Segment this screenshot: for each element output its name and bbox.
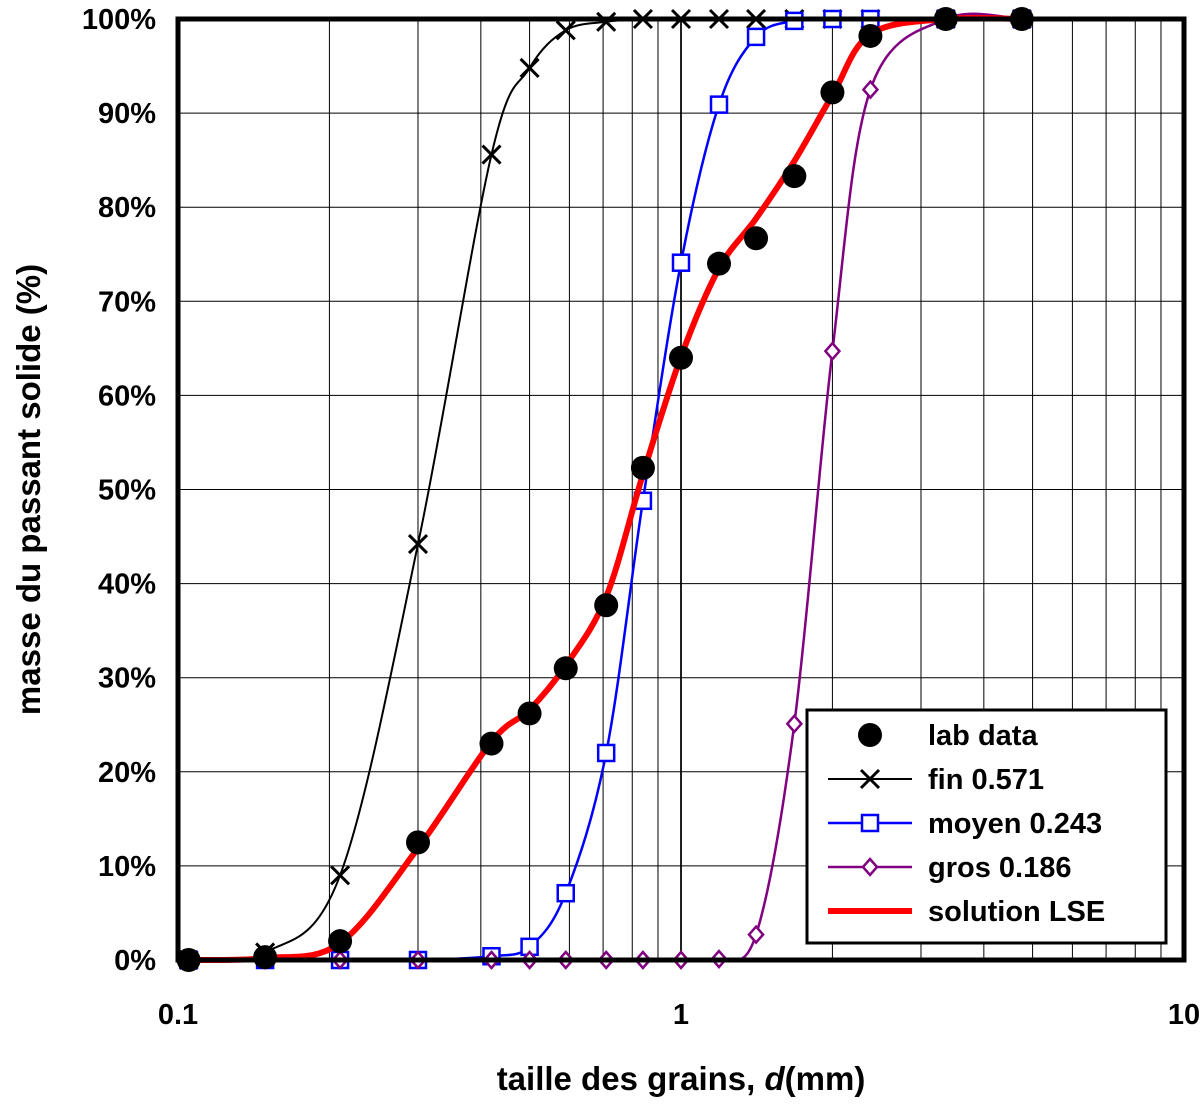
legend-marker: [860, 813, 880, 833]
data-point: [707, 251, 732, 276]
data-point: [405, 830, 430, 855]
data-point: [820, 80, 845, 105]
series-lab-data: [176, 7, 1034, 972]
data-point: [594, 593, 619, 618]
tick-labels: 0% 10% 20% 30% 40% 50% 60% 70% 80% 90% 100% 0.1 1 10: [82, 4, 1200, 1031]
data-point: [555, 20, 576, 41]
x-tick-label: 1: [673, 999, 689, 1031]
x-tick-label: 10: [1168, 999, 1200, 1031]
data-point: [253, 945, 278, 970]
x-marker-stroke: [596, 11, 617, 32]
legend-item: gros 0.186: [828, 852, 1071, 884]
data-point: [556, 883, 575, 903]
data-point: [746, 27, 766, 47]
legend-marker: [861, 857, 879, 877]
legend-item: fin 0.571: [828, 764, 1044, 796]
legend: lab data fin 0.571 moyen 0.243 gros 0.186 so…: [805, 708, 1168, 945]
legend-label: gros 0.186: [928, 852, 1071, 884]
data-point: [328, 929, 353, 954]
y-tick-label: 30%: [98, 663, 156, 695]
y-tick-label: 70%: [98, 286, 156, 318]
y-tick-label: 90%: [98, 98, 156, 130]
data-point: [407, 534, 429, 555]
x-marker-stroke: [407, 534, 429, 555]
y-tick-label: 60%: [98, 380, 156, 412]
data-point: [861, 79, 880, 100]
data-point: [596, 743, 616, 763]
data-point: [782, 164, 807, 189]
plot-series: [176, 7, 1034, 972]
y-tick-label: 10%: [98, 851, 156, 883]
x-marker-stroke: [481, 144, 502, 165]
x-marker-stroke: [859, 768, 881, 790]
data-point: [479, 731, 504, 756]
x-marker-stroke: [519, 57, 540, 78]
data-point: [709, 95, 729, 114]
data-point: [669, 345, 693, 370]
data-point: [330, 865, 351, 886]
legend-item: lab data: [858, 720, 1038, 752]
legend-label: fin 0.571: [928, 764, 1044, 796]
y-axis-title: masse du passant solide (%): [10, 264, 47, 715]
y-tick-label: 20%: [98, 757, 156, 789]
x-axis-title-prefix: taille des grains,: [497, 1060, 765, 1097]
legend-item: moyen 0.243: [828, 808, 1102, 840]
x-axis-title: taille des grains, d(mm): [497, 1060, 866, 1097]
data-point: [481, 144, 502, 165]
legend-label: lab data: [928, 720, 1038, 752]
y-tick-label: 0%: [114, 945, 156, 977]
x-marker-stroke: [555, 20, 576, 41]
legend-label: moyen 0.243: [928, 808, 1102, 840]
legend-label: solution LSE: [928, 896, 1105, 928]
legend-marker: [858, 723, 882, 747]
legend-item: solution LSE: [828, 896, 1105, 928]
data-point: [517, 701, 542, 726]
y-tick-label: 80%: [98, 192, 156, 224]
data-point: [785, 713, 803, 734]
x-axis-title-unit: (mm): [785, 1060, 866, 1097]
legend-marker: [859, 768, 881, 790]
x-axis-title-variable: d: [764, 1060, 785, 1097]
data-point: [630, 455, 655, 480]
data-point: [596, 11, 617, 32]
data-point: [671, 253, 691, 272]
data-point: [519, 57, 540, 78]
data-point: [553, 656, 578, 681]
data-point: [744, 226, 769, 251]
plot-frame: [175, 16, 1187, 963]
x-tick-label: 0.1: [158, 999, 198, 1031]
y-tick-label: 100%: [82, 4, 156, 36]
data-point: [823, 341, 842, 362]
y-tick-label: 40%: [98, 569, 156, 601]
y-tick-label: 50%: [98, 475, 156, 507]
data-point: [747, 924, 765, 945]
data-point: [858, 23, 883, 48]
x-marker-stroke: [330, 865, 351, 886]
